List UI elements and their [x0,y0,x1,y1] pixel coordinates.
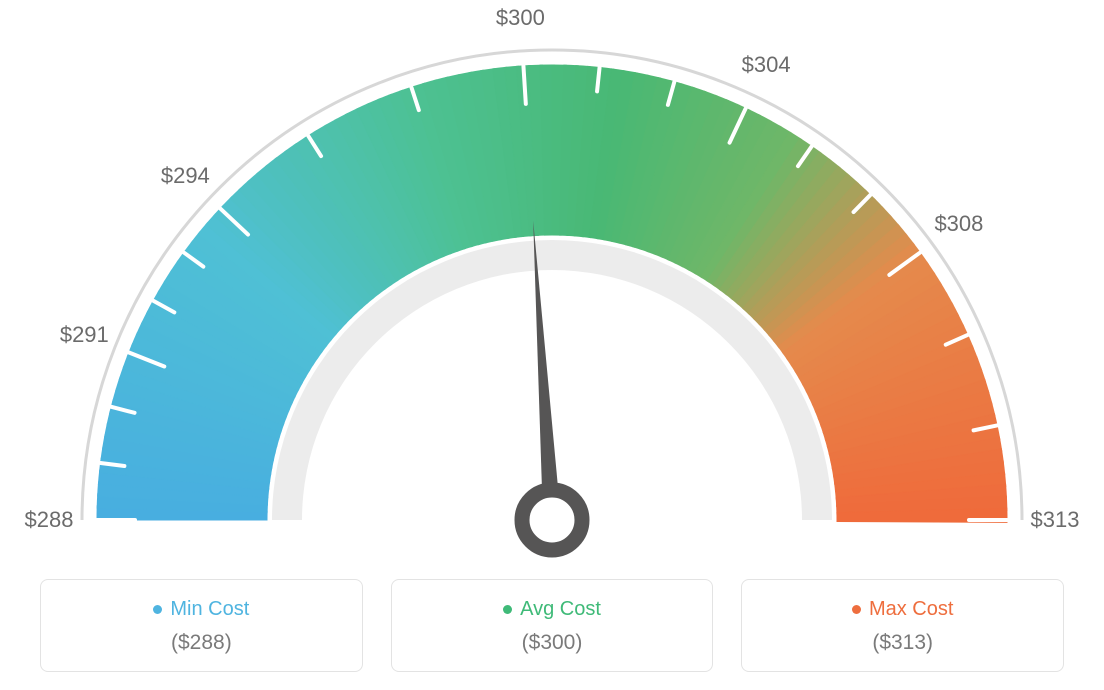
gauge-tick-label: $304 [742,52,791,78]
gauge-tick-label: $308 [934,211,983,237]
gauge-tick-label: $313 [1031,507,1080,533]
gauge-chart [0,0,1104,560]
gauge-needle-hub [522,490,582,550]
gauge-tick-label: $294 [161,163,210,189]
legend-min-value: ($288) [51,631,352,655]
legend-card-max: Max Cost ($313) [741,579,1064,672]
gauge-container: $288 $291 $294 $300 $304 $308 $313 [0,0,1104,560]
gauge-tick-label: $291 [60,322,109,348]
legend-card-avg: Avg Cost ($300) [391,579,714,672]
legend-max-value: ($313) [752,631,1053,655]
gauge-tick-label: $300 [496,5,545,31]
legend-card-min: Min Cost ($288) [40,579,363,672]
legend-max-label: Max Cost [852,598,953,621]
legend-avg-label: Avg Cost [503,598,601,621]
legend-row: Min Cost ($288) Avg Cost ($300) Max Cost… [0,579,1104,672]
legend-avg-value: ($300) [402,631,703,655]
gauge-tick-label: $288 [25,507,74,533]
legend-min-label: Min Cost [153,598,249,621]
